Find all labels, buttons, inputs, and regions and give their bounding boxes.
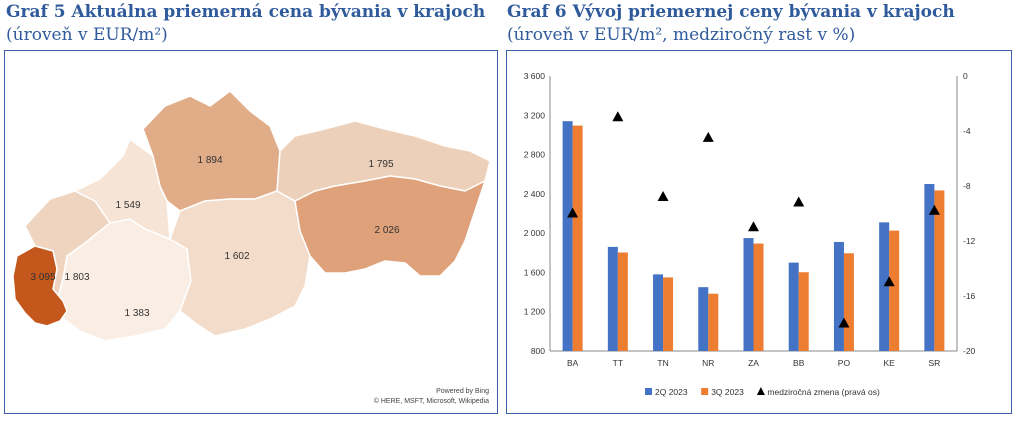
y2-tick-label: -20	[963, 346, 976, 356]
map-label-BA: 3 095	[30, 272, 55, 283]
y2-tick-label: -16	[963, 291, 976, 301]
legend-swatch	[645, 388, 652, 395]
y-tick-label: 800	[531, 346, 545, 356]
x-tick-label: TN	[657, 358, 668, 368]
right-chart-subtitle: (úroveň v EUR/m², medziročný rast v %)	[507, 25, 856, 45]
bar-3Q-2023-TT	[617, 252, 628, 351]
map-credit-powered: Powered by Bing	[436, 388, 489, 395]
yoy-marker-TT	[612, 111, 624, 122]
y2-tick-label: -8	[963, 181, 971, 191]
yoy-marker-SR	[928, 204, 940, 215]
yoy-marker-BB	[793, 196, 805, 207]
y-tick-label: 2 400	[524, 189, 546, 199]
map-label-KE: 2 026	[374, 225, 399, 236]
map-label-PO: 1 795	[368, 159, 393, 170]
legend-label: 3Q 2023	[711, 387, 744, 397]
y-tick-label: 2 000	[524, 228, 546, 238]
y2-tick-label: -12	[963, 236, 976, 246]
region-ZA	[142, 90, 281, 212]
yoy-marker-NR	[702, 131, 714, 142]
x-tick-label: KE	[883, 358, 895, 368]
y2-tick-label: -4	[963, 126, 971, 136]
left-chart-subtitle: (úroveň v EUR/m²)	[6, 25, 168, 45]
bar-3Q-2023-BB	[798, 272, 809, 351]
bar-3Q-2023-NR	[708, 293, 719, 351]
x-tick-label: PO	[838, 358, 851, 368]
legend-label: medziročná zmena (pravá os)	[767, 387, 880, 397]
chart-frame: 800 1 200 1 600 2 000 2 400 2 800 3 200 3 600 0…	[506, 50, 1012, 414]
bar-3Q-2023-BA	[572, 125, 583, 352]
x-tick-label: BB	[793, 358, 805, 368]
bar-3Q-2023-PO	[843, 253, 854, 351]
yoy-marker-TN	[657, 191, 669, 201]
bar-chart: 800 1 200 1 600 2 000 2 400 2 800 3 200 3 600 0…	[524, 71, 976, 397]
legend-swatch	[701, 388, 709, 395]
map-label-BB: 1 602	[224, 251, 249, 262]
bar-2Q-2023-BA	[562, 121, 573, 351]
region-KE	[294, 175, 486, 277]
bar-2Q-2023-ZA	[743, 238, 754, 351]
bar-2Q-2023-BB	[788, 262, 799, 351]
region-BB	[169, 190, 311, 337]
region-BA	[12, 245, 68, 327]
yoy-marker-KE	[883, 276, 895, 287]
y2-tick-label: 0	[963, 71, 968, 81]
x-tick-label: NR	[702, 358, 714, 368]
bar-3Q-2023-ZA	[753, 243, 764, 351]
bar-2Q-2023-TN	[653, 274, 664, 351]
bar-2Q-2023-KE	[879, 222, 890, 351]
map-frame: 3 095 1 803 1 549 1 383 1 894 1 602 1 79…	[4, 50, 498, 414]
right-chart-title: Graf 6 Vývoj priemernej ceny bývania v k…	[507, 2, 955, 22]
y-tick-label: 1 600	[524, 267, 546, 277]
legend-label: 2Q 2023	[655, 387, 688, 397]
bar-2Q-2023-NR	[698, 287, 709, 351]
left-chart-title: Graf 5 Aktuálna priemerná cena bývania v…	[6, 2, 486, 22]
x-tick-label: BA	[567, 358, 579, 368]
map-label-NR: 1 383	[124, 308, 149, 319]
y-tick-label: 3 600	[524, 71, 546, 81]
bar-2Q-2023-SR	[924, 184, 935, 351]
x-tick-label: TT	[613, 358, 623, 368]
bar-2Q-2023-PO	[833, 241, 844, 351]
y-tick-label: 1 200	[524, 307, 546, 317]
yoy-marker-ZA	[748, 221, 759, 232]
bar-3Q-2023-TN	[663, 277, 674, 351]
region-map: 3 095 1 803 1 549 1 383 1 894 1 602 1 79…	[12, 90, 491, 405]
bar-3Q-2023-KE	[889, 230, 900, 351]
legend-swatch	[756, 387, 765, 395]
yoy-marker-PO	[838, 317, 850, 328]
x-tick-label: ZA	[748, 358, 759, 368]
map-credit-sources: © HERE, MSFT, Microsoft, Wikipedia	[374, 397, 489, 405]
map-label-TN: 1 549	[115, 200, 140, 211]
yoy-marker-BA	[567, 207, 579, 218]
y-tick-label: 3 200	[524, 110, 546, 120]
x-tick-label: SR	[928, 358, 940, 368]
y-tick-label: 2 800	[524, 150, 546, 160]
map-label-ZA: 1 894	[197, 155, 222, 166]
bar-2Q-2023-TT	[607, 246, 618, 351]
map-label-TT: 1 803	[64, 272, 89, 283]
bar-3Q-2023-SR	[934, 190, 945, 351]
